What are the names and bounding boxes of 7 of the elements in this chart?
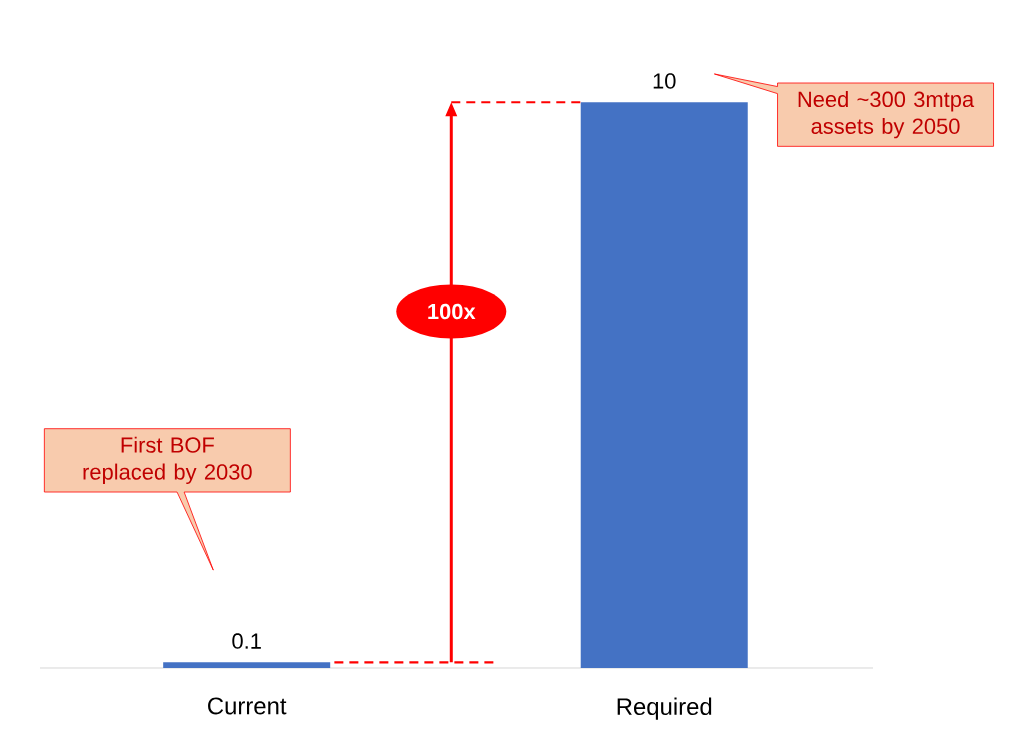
x-tick-label: Current — [208, 697, 287, 715]
data-label: 10 — [653, 73, 676, 89]
annotation: First BOF replaced by 2030 — [83, 436, 252, 485]
data-label: 0.1 — [232, 633, 261, 649]
x-tick-label: Required — [617, 697, 712, 720]
annotation: Need ~300 3mtpa assets by 2050 — [798, 91, 975, 139]
annotation: 100x — [428, 303, 476, 320]
